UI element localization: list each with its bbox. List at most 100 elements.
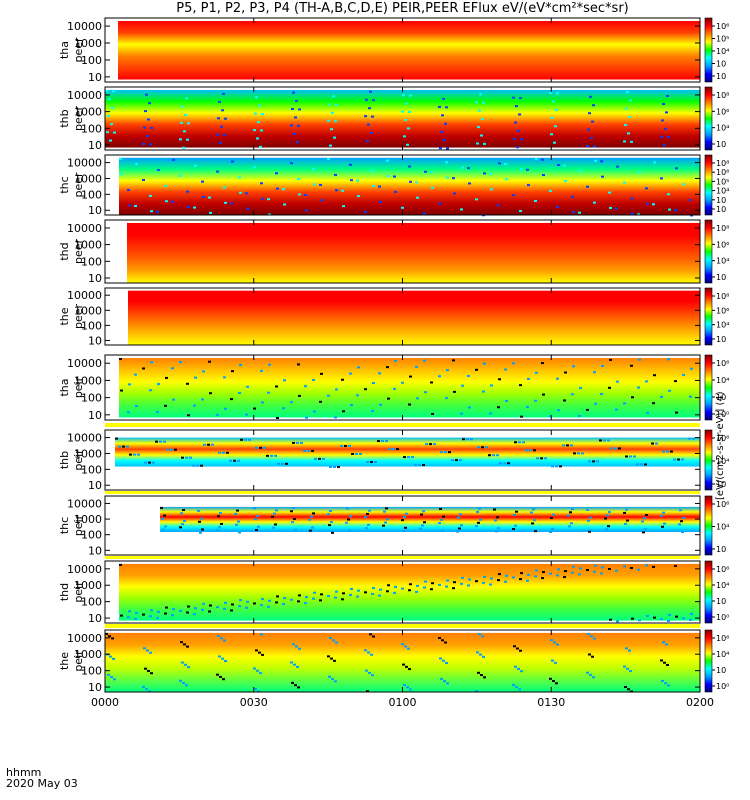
noise-pixel bbox=[290, 510, 293, 512]
noise-pixel bbox=[424, 391, 427, 393]
noise-pixel bbox=[365, 670, 368, 672]
noise-pixel bbox=[327, 395, 330, 397]
spectrogram-fill bbox=[127, 223, 700, 283]
colorbar-tick-label: 10⁶ bbox=[716, 168, 729, 177]
noise-pixel bbox=[462, 438, 465, 440]
noise-pixel bbox=[475, 198, 478, 200]
noise-pixel bbox=[313, 592, 316, 594]
noise-pixel bbox=[185, 684, 188, 686]
noise-pixel bbox=[421, 524, 424, 526]
colorbar-tick-label: 10⁲ bbox=[716, 72, 726, 81]
noise-pixel bbox=[256, 670, 259, 672]
noise-pixel bbox=[627, 688, 630, 690]
noise-pixel bbox=[193, 405, 196, 407]
noise-pixel bbox=[290, 124, 293, 126]
noise-pixel bbox=[328, 524, 331, 526]
noise-pixel bbox=[179, 610, 182, 612]
noise-pixel bbox=[550, 133, 553, 135]
noise-pixel bbox=[291, 108, 294, 110]
y-tick-label: 10000 bbox=[67, 497, 102, 510]
noise-pixel bbox=[416, 197, 419, 199]
noise-pixel bbox=[182, 682, 185, 684]
noise-pixel bbox=[149, 615, 152, 617]
noise-pixel bbox=[305, 417, 308, 419]
noise-pixel bbox=[342, 592, 345, 594]
noise-pixel bbox=[535, 158, 538, 160]
noise-pixel bbox=[149, 195, 152, 197]
noise-pixel bbox=[478, 633, 481, 635]
noise-pixel bbox=[386, 160, 389, 162]
noise-pixel bbox=[194, 165, 197, 167]
noise-pixel bbox=[297, 686, 300, 688]
noise-pixel bbox=[615, 570, 618, 572]
noise-pixel bbox=[666, 451, 669, 453]
noise-pixel bbox=[689, 199, 692, 201]
noise-pixel bbox=[481, 118, 484, 120]
noise-pixel bbox=[485, 446, 488, 448]
noise-pixel bbox=[661, 680, 664, 682]
noise-pixel bbox=[364, 211, 367, 213]
noise-pixel bbox=[194, 607, 197, 609]
y-axis-label-probe: tha bbox=[58, 378, 71, 396]
noise-pixel bbox=[356, 394, 359, 396]
noise-pixel bbox=[554, 125, 557, 127]
noise-pixel bbox=[186, 646, 189, 648]
noise-pixel bbox=[608, 387, 611, 389]
noise-pixel bbox=[145, 94, 148, 96]
noise-pixel bbox=[505, 178, 508, 180]
noise-pixel bbox=[164, 613, 167, 615]
noise-pixel bbox=[150, 361, 153, 363]
noise-pixel bbox=[440, 451, 443, 453]
noise-pixel bbox=[616, 381, 619, 383]
noise-pixel bbox=[312, 512, 315, 514]
noise-pixel bbox=[254, 518, 257, 520]
noise-pixel bbox=[294, 684, 297, 686]
noise-pixel bbox=[527, 378, 530, 380]
noise-pixel bbox=[652, 203, 655, 205]
noise-pixel bbox=[374, 461, 377, 463]
noise-pixel bbox=[563, 399, 566, 401]
noise-pixel bbox=[512, 362, 515, 364]
noise-pixel bbox=[515, 511, 518, 513]
noise-pixel bbox=[668, 390, 671, 392]
noise-pixel bbox=[468, 406, 471, 408]
noise-pixel bbox=[220, 523, 223, 525]
noise-pixel bbox=[467, 375, 470, 377]
noise-pixel bbox=[442, 516, 445, 518]
noise-pixel bbox=[438, 522, 441, 524]
noise-pixel bbox=[107, 674, 110, 676]
noise-pixel bbox=[367, 651, 370, 653]
noise-pixel bbox=[403, 456, 406, 458]
spectrogram-fill bbox=[118, 21, 700, 80]
noise-pixel bbox=[667, 193, 670, 195]
noise-pixel bbox=[222, 93, 225, 95]
noise-pixel bbox=[218, 655, 221, 657]
noise-pixel bbox=[144, 462, 147, 464]
noise-pixel bbox=[662, 512, 665, 514]
noise-pixel bbox=[401, 643, 404, 645]
noise-pixel bbox=[519, 384, 522, 386]
noise-pixel bbox=[189, 457, 192, 459]
noise-pixel bbox=[276, 188, 279, 190]
noise-pixel bbox=[438, 375, 441, 377]
noise-pixel bbox=[540, 457, 543, 459]
noise-pixel bbox=[146, 649, 149, 651]
noise-pixel bbox=[489, 173, 492, 175]
noise-pixel bbox=[319, 599, 322, 601]
noise-pixel bbox=[631, 396, 634, 398]
noise-pixel bbox=[370, 654, 373, 656]
noise-pixel bbox=[143, 127, 146, 129]
noise-pixel bbox=[645, 514, 648, 516]
noise-pixel bbox=[244, 439, 247, 441]
noise-pixel bbox=[349, 164, 352, 166]
noise-pixel bbox=[627, 132, 630, 134]
noise-pixel bbox=[201, 609, 204, 611]
noise-pixel bbox=[404, 119, 407, 121]
colorbar-tick-label: 10⁴ bbox=[716, 124, 729, 133]
noise-pixel bbox=[600, 160, 603, 162]
noise-pixel bbox=[557, 164, 560, 166]
noise-pixel bbox=[629, 455, 632, 457]
noise-pixel bbox=[406, 686, 409, 688]
noise-pixel bbox=[552, 680, 555, 682]
noise-pixel bbox=[387, 175, 390, 177]
